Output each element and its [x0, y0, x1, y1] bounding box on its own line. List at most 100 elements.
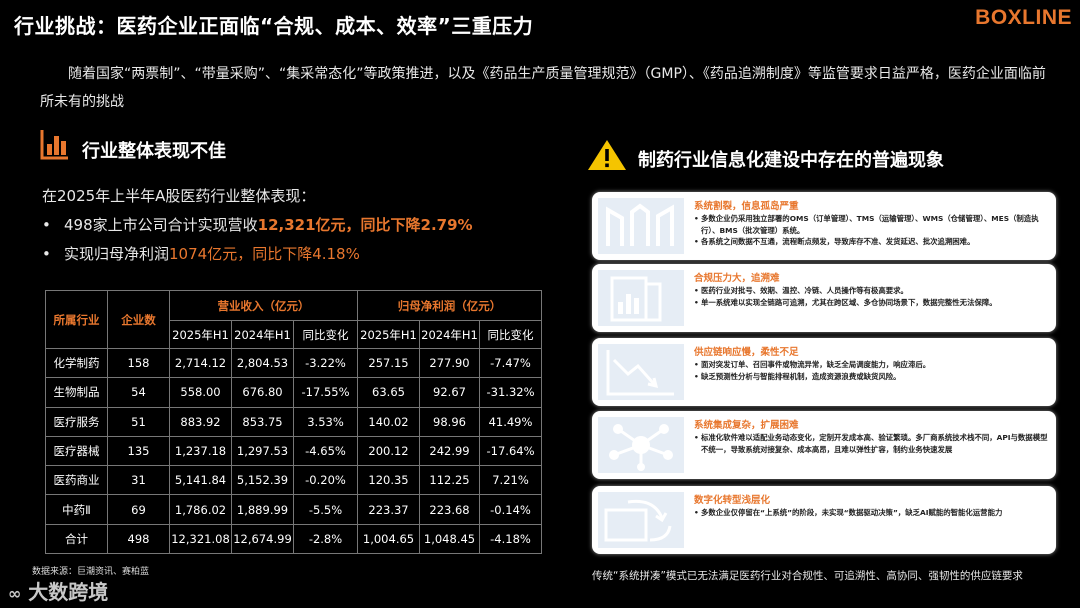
table-cell: 120.35 — [357, 465, 420, 496]
table-cell: 31 — [107, 465, 170, 496]
card-title: 供应链响应慢，柔性不足 — [694, 347, 799, 358]
card-item: 多数企业仍采用独立部署的OMS（订单管理）、TMS（运输管理）、WMS（仓储管理… — [694, 213, 1050, 236]
profit-highlight: 1074亿元，同比下降4.18% — [169, 245, 360, 263]
table-cell: 112.25 — [419, 465, 480, 496]
card-body: 多数企业仅停留在“上系统”的阶段，未实现“数据驱动决策”，缺乏AI赋能的智能化运… — [694, 507, 1050, 519]
table-cell: 51 — [107, 406, 170, 437]
card-body: 标准化软件难以适配业务动态变化，定制开发成本高、验证繁琐。多厂商系统技术栈不同，… — [694, 432, 1050, 455]
challenge-card-digital: 数字化转型浅层化 多数企业仅停留在“上系统”的阶段，未实现“数据驱动决策”，缺乏… — [592, 486, 1056, 554]
table-cell: -5.5% — [293, 494, 358, 525]
table-cell: -17.64% — [478, 435, 543, 467]
table-cell: 合计 — [45, 523, 108, 555]
table-cell: 853.75 — [231, 406, 294, 437]
table-cell: 223.68 — [419, 494, 480, 525]
table-cell: 生物制品 — [45, 377, 108, 408]
table-cell: 1,786.02 — [169, 494, 232, 525]
table-cell: 41.49% — [478, 406, 543, 437]
header-profit: 归母净利润（亿元） — [356, 290, 543, 321]
table-cell: 1,889.99 — [231, 494, 294, 525]
table-cell: 医疗服务 — [45, 406, 108, 437]
card-item: 标准化软件难以适配业务动态变化，定制开发成本高、验证繁琐。多厂商系统技术栈不同，… — [694, 432, 1050, 455]
refresh-screen-icon — [598, 492, 684, 548]
table-cell: 1,048.45 — [419, 523, 480, 555]
table-cell: 277.90 — [419, 347, 480, 379]
table-cell: -4.65% — [293, 435, 358, 467]
card-item: 面对突发订单、召回事件或物流异常，缺乏全局调度能力，响应滞后。 — [694, 359, 1050, 371]
header-count: 企业数 — [107, 290, 170, 349]
table-row: 医药商业 31 5,141.84 5,152.39 -0.20% 120.35 … — [45, 465, 543, 496]
revenue-bullet: • 498家上市公司合计实现营收12,321亿元，同比下降2.79% — [42, 216, 473, 234]
card-title: 数字化转型浅层化 — [694, 495, 771, 506]
table-cell: 中药Ⅱ — [45, 494, 108, 525]
table-cell: 558.00 — [169, 377, 232, 408]
bar-chart-icon — [40, 128, 70, 160]
industry-financial-table: 所属行业 企业数 营业收入（亿元） 归母净利润（亿元） 2025年H1 2024… — [45, 290, 543, 555]
watermark-logo-icon: ∞ — [8, 584, 22, 603]
table-cell: -7.47% — [478, 347, 543, 379]
table-cell: 242.99 — [419, 435, 480, 467]
table-cell: 2,714.12 — [169, 347, 232, 379]
table-cell: 医疗器械 — [45, 435, 108, 467]
table-cell: 2,804.53 — [231, 347, 294, 379]
table-cell: 92.67 — [419, 377, 480, 408]
card-body: 面对突发订单、召回事件或物流异常，缺乏全局调度能力，响应滞后。 缺乏预测性分析与… — [694, 359, 1050, 382]
table-cell: -0.14% — [478, 494, 543, 525]
table-cell: 223.37 — [357, 494, 420, 525]
subheader-cell: 2025年H1 — [169, 320, 232, 349]
subheader-cell: 同比变化 — [478, 320, 543, 349]
profit-bullet-text: 实现归母净利润 — [64, 245, 170, 263]
challenge-card-silos: 系统割裂，信息孤岛严重 多数企业仍采用独立部署的OMS（订单管理）、TMS（运输… — [592, 192, 1056, 260]
card-item: 各系统之间数据不互通，流程断点频发，导致库存不准、发货延迟、批次追溯困难。 — [694, 236, 1050, 248]
table-cell: 498 — [107, 523, 170, 555]
table-cell: 883.92 — [169, 406, 232, 437]
revenue-bullet-text: 498家上市公司合计实现营收 — [64, 216, 258, 234]
table-cell: 257.15 — [357, 347, 420, 379]
subheader-cell: 同比变化 — [293, 320, 358, 349]
table-cell: -0.20% — [293, 465, 358, 496]
table-cell: 1,297.53 — [231, 435, 294, 467]
table-total-row: 合计 498 12,321.08 12,674.99 -2.8% 1,004.6… — [45, 523, 543, 555]
table-cell: -3.22% — [293, 347, 358, 379]
table-row: 医疗器械 135 1,237.18 1,297.53 -4.65% 200.12… — [45, 435, 543, 467]
table-cell: 63.65 — [357, 377, 420, 408]
table-cell: 5,141.84 — [169, 465, 232, 496]
card-item: 医药行业对批号、效期、温控、冷链、人员操作等有极高要求。 — [694, 285, 1050, 297]
table-subheader-row: 2025年H1 2024年H1 同比变化 2025年H1 2024年H1 同比变… — [46, 320, 543, 349]
table-cell: 676.80 — [231, 377, 294, 408]
table-row: 中药Ⅱ 69 1,786.02 1,889.99 -5.5% 223.37 22… — [45, 494, 543, 525]
data-source-note: 数据来源：巨潮资讯、赛柏蓝 — [32, 567, 150, 577]
network-icon — [598, 417, 684, 473]
brand-logo: BOXLINE — [975, 6, 1072, 29]
header-industry: 所属行业 — [45, 290, 108, 349]
challenge-card-compliance: 合规压力大，追溯难 医药行业对批号、效期、温控、冷链、人员操作等有极高要求。 单… — [592, 264, 1056, 332]
challenge-card-supply-chain: 供应链响应慢，柔性不足 面对突发订单、召回事件或物流异常，缺乏全局调度能力，响应… — [592, 338, 1056, 406]
revenue-highlight: 12,321亿元，同比下降2.79% — [257, 216, 473, 234]
profit-bullet: • 实现归母净利润1074亿元，同比下降4.18% — [42, 245, 360, 263]
watermark-text: 大数跨境 — [28, 580, 109, 604]
watermark: ∞ 大数跨境 — [8, 576, 108, 605]
table-cell: -2.8% — [293, 523, 358, 555]
subheader-cell: 2025年H1 — [357, 320, 420, 349]
card-item: 多数企业仅停留在“上系统”的阶段，未实现“数据驱动决策”，缺乏AI赋能的智能化运… — [694, 507, 1050, 519]
table-cell: 医药商业 — [45, 465, 108, 496]
header-revenue: 营业收入（亿元） — [169, 290, 358, 321]
table-cell: -17.55% — [293, 377, 358, 408]
subheader-cell: 2024年H1 — [231, 320, 294, 349]
warning-icon — [586, 138, 628, 172]
table-row: 生物制品 54 558.00 676.80 -17.55% 63.65 92.6… — [45, 377, 543, 408]
footer-note: 传统“系统拼凑”模式已无法满足医药行业对合规性、可追溯性、高协同、强韧性的供应链… — [592, 570, 1023, 582]
left-section-title: 行业整体表现不佳 — [82, 141, 226, 162]
puzzle-icon — [598, 198, 684, 254]
table-cell: 135 — [107, 435, 170, 467]
card-item: 单一系统难以实现全链路可追溯，尤其在跨区域、多仓协同场景下，数据完整性无法保障。 — [694, 297, 1050, 309]
table-cell: 12,321.08 — [169, 523, 232, 555]
subheader-cell: 2024年H1 — [419, 320, 480, 349]
table-row: 医疗服务 51 883.92 853.75 3.53% 140.02 98.96… — [45, 406, 543, 437]
right-section-title: 制药行业信息化建设中存在的普遍现象 — [638, 150, 944, 171]
card-body: 医药行业对批号、效期、温控、冷链、人员操作等有极高要求。 单一系统难以实现全链路… — [694, 285, 1050, 308]
table-cell: -31.32% — [478, 377, 543, 408]
table-cell: 98.96 — [419, 406, 480, 437]
card-title: 系统集成复杂，扩展困难 — [694, 420, 799, 431]
table-cell: 1,004.65 — [357, 523, 420, 555]
table-cell: 5,152.39 — [231, 465, 294, 496]
